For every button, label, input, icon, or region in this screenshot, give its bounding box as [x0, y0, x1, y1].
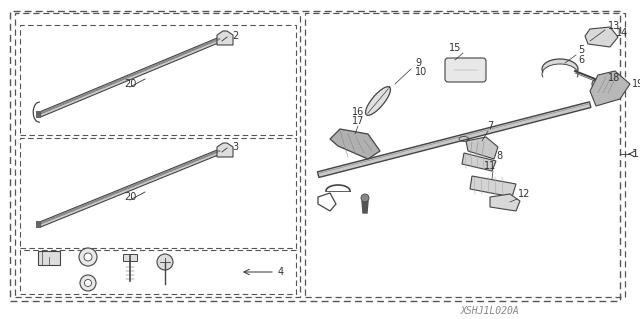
Text: 7: 7 — [487, 121, 493, 131]
Circle shape — [79, 248, 97, 266]
Text: 2: 2 — [232, 31, 238, 41]
Polygon shape — [217, 31, 233, 45]
Polygon shape — [462, 153, 496, 171]
Text: 3: 3 — [232, 142, 238, 152]
Text: 20: 20 — [124, 192, 136, 202]
Text: 12: 12 — [518, 189, 531, 199]
Polygon shape — [217, 143, 233, 157]
Text: 11: 11 — [484, 161, 496, 171]
Bar — [38, 251, 60, 265]
Text: 16: 16 — [352, 107, 364, 117]
Bar — [20, 138, 296, 248]
Text: 19: 19 — [632, 79, 640, 89]
Bar — [305, 13, 625, 297]
Bar — [15, 13, 300, 297]
Circle shape — [84, 279, 92, 286]
Text: 20: 20 — [124, 79, 136, 89]
Text: 5: 5 — [578, 45, 584, 55]
Circle shape — [84, 253, 92, 261]
Text: XSHJ1L020A: XSHJ1L020A — [461, 306, 520, 316]
Text: 8: 8 — [496, 151, 502, 161]
Text: 15: 15 — [449, 43, 461, 53]
Polygon shape — [39, 37, 221, 117]
Text: 9: 9 — [415, 58, 421, 68]
Bar — [20, 25, 296, 135]
Bar — [123, 254, 137, 261]
Text: 4: 4 — [278, 267, 284, 277]
Bar — [593, 86, 601, 94]
Polygon shape — [365, 87, 390, 115]
Text: 13: 13 — [608, 21, 620, 31]
Circle shape — [157, 254, 173, 270]
Bar — [20, 250, 296, 294]
Text: 18: 18 — [608, 73, 620, 83]
Text: 6: 6 — [578, 55, 584, 65]
Polygon shape — [466, 137, 498, 159]
Text: 14: 14 — [616, 28, 628, 38]
Polygon shape — [317, 102, 591, 177]
Polygon shape — [590, 71, 630, 106]
Polygon shape — [36, 221, 41, 228]
Text: 1: 1 — [632, 149, 639, 159]
Circle shape — [80, 275, 96, 291]
Polygon shape — [362, 201, 368, 213]
FancyBboxPatch shape — [445, 58, 486, 82]
Polygon shape — [36, 111, 41, 118]
Circle shape — [592, 79, 602, 89]
Polygon shape — [39, 149, 221, 227]
Polygon shape — [490, 194, 520, 211]
Polygon shape — [330, 129, 380, 159]
Text: 17: 17 — [352, 116, 364, 126]
Text: 10: 10 — [415, 67, 428, 77]
Circle shape — [361, 194, 369, 202]
Polygon shape — [542, 59, 578, 77]
Polygon shape — [585, 27, 618, 47]
Polygon shape — [470, 176, 516, 197]
